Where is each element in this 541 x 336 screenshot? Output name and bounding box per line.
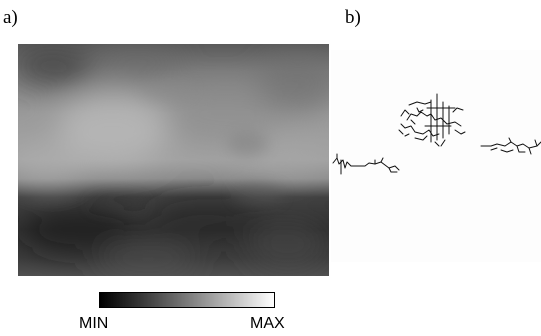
panel-label-b: b): [345, 7, 361, 28]
grayscale-intensity-map: [18, 44, 329, 276]
panel-label-a: a): [3, 7, 18, 28]
traced-line-image: [331, 50, 541, 262]
grayscale-colorbar: [99, 292, 275, 308]
colorbar-min-label: MIN: [79, 315, 109, 332]
colorbar-max-label: MAX: [250, 315, 285, 332]
